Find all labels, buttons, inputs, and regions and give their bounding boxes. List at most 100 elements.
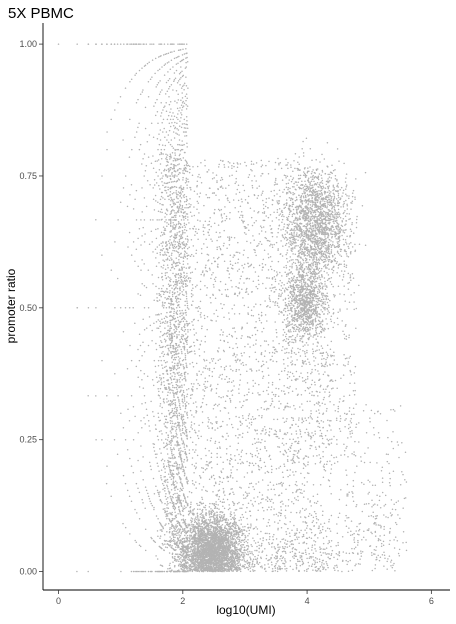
data-point	[126, 367, 129, 370]
data-point	[194, 547, 197, 550]
data-point	[144, 486, 147, 488]
data-point	[180, 126, 183, 129]
data-point	[206, 538, 209, 541]
data-point	[185, 293, 188, 295]
data-point	[242, 526, 244, 528]
data-point	[142, 341, 144, 343]
data-point	[162, 333, 165, 336]
data-point	[225, 546, 227, 548]
data-point	[203, 523, 205, 526]
data-point	[196, 536, 198, 539]
data-point	[178, 43, 181, 45]
data-point	[219, 540, 221, 542]
data-point	[173, 57, 176, 60]
data-point	[170, 569, 173, 572]
data-point	[178, 374, 180, 377]
data-point	[132, 438, 135, 441]
data-point	[191, 525, 193, 527]
data-point	[183, 122, 185, 125]
data-point	[175, 165, 177, 167]
data-point	[163, 127, 165, 130]
data-point	[110, 495, 112, 497]
data-point	[128, 420, 131, 422]
data-point	[218, 508, 220, 510]
data-point	[217, 530, 220, 532]
data-point	[223, 549, 225, 551]
data-point	[295, 532, 298, 535]
data-point	[164, 296, 166, 299]
data-point	[160, 378, 162, 381]
data-point	[134, 136, 136, 138]
data-point	[381, 491, 384, 494]
data-point	[368, 502, 370, 505]
data-point	[154, 453, 157, 456]
data-point	[180, 389, 182, 391]
data-point	[155, 182, 158, 184]
data-point	[164, 144, 167, 147]
data-point	[143, 570, 145, 573]
data-point	[181, 59, 184, 61]
data-point	[225, 534, 227, 537]
data-point	[141, 378, 143, 381]
data-point	[173, 72, 176, 74]
data-point	[242, 533, 245, 535]
data-point	[216, 529, 218, 531]
data-point	[193, 508, 196, 510]
data-point	[347, 570, 350, 572]
data-point	[193, 548, 195, 550]
data-point	[232, 538, 234, 541]
data-point	[220, 553, 222, 555]
data-point	[157, 56, 160, 58]
data-point	[204, 506, 206, 509]
data-point	[179, 289, 181, 291]
data-point	[218, 553, 221, 555]
data-point	[173, 223, 175, 226]
data-point	[186, 416, 189, 419]
data-point	[181, 109, 183, 111]
data-point	[156, 293, 158, 295]
data-point	[216, 533, 218, 536]
data-point	[156, 138, 159, 140]
data-point	[155, 348, 158, 351]
data-point	[155, 86, 157, 88]
data-point	[195, 540, 197, 542]
data-point	[178, 235, 181, 237]
data-point	[162, 175, 164, 177]
data-point	[178, 496, 180, 499]
data-point	[130, 43, 133, 45]
data-point	[371, 532, 373, 535]
data-point	[177, 164, 179, 166]
data-point	[226, 558, 229, 560]
data-point	[185, 229, 188, 232]
data-point	[216, 570, 218, 572]
data-point	[181, 191, 184, 193]
data-point	[178, 163, 180, 165]
data-point	[178, 475, 181, 478]
data-point	[181, 97, 184, 99]
data-point	[368, 515, 370, 517]
data-point	[171, 295, 174, 298]
data-point	[191, 558, 194, 560]
data-point	[143, 307, 146, 309]
data-point	[219, 534, 221, 537]
data-point	[224, 529, 227, 532]
data-point	[176, 148, 178, 151]
data-point	[242, 552, 244, 554]
data-point	[196, 517, 199, 519]
data-point	[169, 567, 172, 569]
data-point	[231, 549, 234, 551]
data-point	[132, 208, 135, 210]
data-point	[176, 559, 178, 561]
data-point	[180, 66, 182, 68]
data-point	[227, 550, 230, 552]
data-point	[161, 547, 163, 550]
data-point	[298, 531, 301, 534]
data-point	[238, 501, 240, 504]
data-point	[202, 566, 205, 569]
data-point	[154, 424, 157, 426]
data-point	[184, 238, 187, 240]
data-point	[178, 524, 181, 527]
data-point	[320, 531, 323, 534]
data-point	[223, 531, 225, 533]
data-point	[137, 98, 139, 101]
